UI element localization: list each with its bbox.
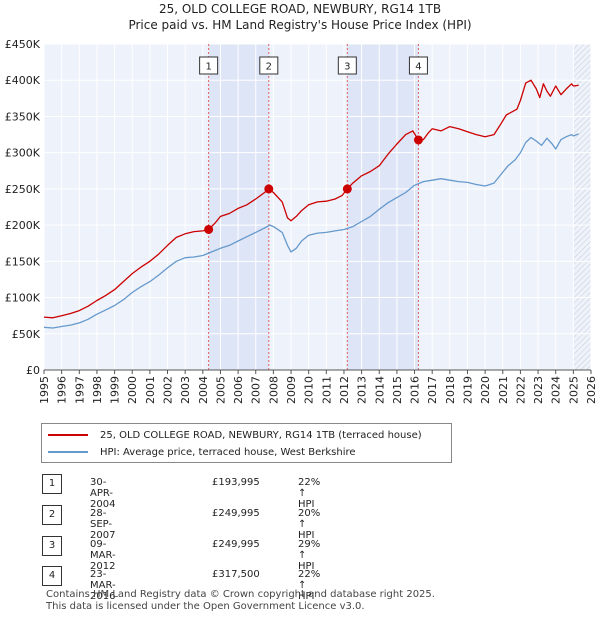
legend-item-hpi: HPI: Average price, terraced house, West… (48, 445, 356, 459)
hpi-series-line (43, 133, 579, 329)
y-tick-label: £300K (5, 147, 41, 160)
y-tick-label: £50K (12, 328, 41, 341)
x-tick-label: 2024 (550, 376, 563, 404)
chart-title: 25, OLD COLLEGE ROAD, NEWBURY, RG14 1TB (158, 2, 442, 16)
transaction-number: 1 (42, 474, 62, 494)
transaction-box-4 (408, 56, 428, 75)
transaction-marker-4 (413, 135, 423, 145)
x-tick-label: 1999 (109, 376, 122, 404)
x-tick-label: 2013 (356, 376, 369, 404)
transaction-hpi-diff: 22% ↑ HPI (298, 569, 321, 602)
transaction-box-3 (337, 56, 357, 75)
transaction-date: 30-APR-2004 (90, 477, 116, 510)
y-tick-label: £250K (5, 183, 41, 196)
legend-item-property: 25, OLD COLLEGE ROAD, NEWBURY, RG14 1TB … (48, 428, 422, 442)
property-series-line (43, 79, 579, 319)
transaction-box-label-4: 4 (415, 62, 421, 73)
x-tick-label: 2014 (373, 376, 386, 404)
y-tick-label: £350K (5, 110, 41, 123)
x-tick-label: 2004 (197, 376, 210, 404)
x-tick-label: 2026 (585, 376, 598, 404)
transaction-box-label-3: 3 (344, 62, 350, 73)
transaction-price: £317,500 (212, 569, 260, 580)
y-tick-label: £0 (26, 364, 40, 377)
x-tick-label: 2025 (567, 376, 580, 404)
transaction-date: 09-MAR-2012 (90, 539, 116, 572)
x-tick-label: 2015 (391, 376, 404, 404)
transaction-number: 3 (42, 536, 62, 556)
transaction-number: 4 (42, 566, 62, 586)
x-tick-label: 2016 (409, 376, 422, 404)
footer-copyright: Contains HM Land Registry data © Crown c… (46, 589, 435, 600)
x-tick-label: 2012 (338, 376, 351, 404)
x-tick-label: 2018 (444, 376, 457, 404)
transaction-price: £249,995 (212, 539, 260, 550)
x-tick-label: 2002 (162, 376, 175, 404)
x-tick-label: 2000 (126, 376, 139, 404)
x-tick-label: 2019 (461, 376, 474, 404)
y-tick-label: £200K (5, 219, 41, 232)
transaction-marker-3 (342, 184, 352, 194)
legend-label-property: 25, OLD COLLEGE ROAD, NEWBURY, RG14 1TB … (100, 429, 422, 441)
transaction-date: 23-MAR-2016 (90, 569, 116, 602)
legend: 25, OLD COLLEGE ROAD, NEWBURY, RG14 1TB … (41, 423, 452, 463)
x-tick-label: 1996 (56, 376, 69, 404)
y-tick-label: £450K (5, 38, 41, 51)
transaction-hpi-diff: 20% ↑ HPI (298, 508, 321, 541)
x-tick-label: 1998 (91, 376, 104, 404)
chart-subtitle: Price paid vs. HM Land Registry's House … (128, 18, 472, 32)
x-tick-label: 2005 (214, 376, 227, 404)
transaction-marker-2 (264, 184, 274, 194)
transaction-number: 2 (42, 505, 62, 525)
y-tick-label: £100K (5, 292, 41, 305)
shaded-period-1 (208, 44, 269, 370)
transaction-date: 28-SEP-2007 (90, 508, 116, 541)
legend-swatch-hpi (48, 451, 88, 453)
transaction-price: £193,995 (212, 477, 260, 488)
x-tick-label: 2001 (144, 376, 157, 404)
transaction-marker-1 (204, 224, 214, 234)
x-tick-label: 2023 (532, 376, 545, 404)
transaction-box-1 (199, 56, 219, 75)
x-tick-label: 2017 (426, 376, 439, 404)
x-tick-label: 2011 (320, 376, 333, 404)
transaction-price: £249,995 (212, 508, 260, 519)
footer-license: This data is licensed under the Open Gov… (46, 601, 365, 612)
transaction-hpi-diff: 22% ↑ HPI (298, 477, 321, 510)
x-tick-label: 2022 (514, 376, 527, 404)
transaction-box-label-1: 1 (205, 62, 211, 73)
transaction-box-2 (259, 56, 279, 75)
plot-area (44, 44, 591, 370)
x-tick-label: 2021 (497, 376, 510, 404)
x-tick-label: 1997 (73, 376, 86, 404)
price-chart: 1 2 3 4 £0 £50K £100K £150K £200K £250K £300K £350K… (5, 38, 598, 404)
x-tick-label: 2009 (285, 376, 298, 404)
y-tick-label: £400K (5, 74, 41, 87)
x-tick-label: 2008 (267, 376, 280, 404)
transaction-hpi-diff: 29% ↑ HPI (298, 539, 321, 572)
y-tick-label: £150K (5, 255, 41, 268)
x-tick-label: 2010 (303, 376, 316, 404)
legend-label-hpi: HPI: Average price, terraced house, West… (100, 446, 356, 458)
transaction-box-label-2: 2 (266, 62, 272, 73)
x-tick-label: 1995 (38, 376, 51, 404)
x-tick-label: 2007 (250, 376, 263, 404)
forecast-hatch (573, 44, 591, 370)
x-tick-label: 2020 (479, 376, 492, 404)
legend-swatch-property (48, 434, 88, 436)
x-tick-label: 2006 (232, 376, 245, 404)
x-tick-label: 2003 (179, 376, 192, 404)
